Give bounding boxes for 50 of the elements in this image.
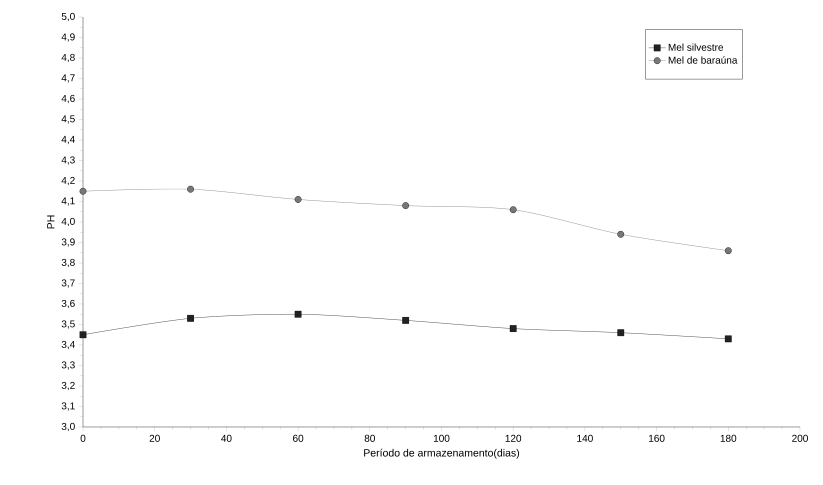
point <box>617 230 624 238</box>
y-tick-label: 4,7 <box>62 74 75 83</box>
y-tick-label: 4,8 <box>62 54 75 62</box>
x-tick-label: 20 <box>150 434 160 442</box>
y-tick-label: 5,0 <box>62 12 75 22</box>
y-tick-label: 4,9 <box>62 33 75 42</box>
point <box>80 331 86 338</box>
y-tick-label: 3,0 <box>62 422 75 432</box>
legend-label: Mel de baraúna <box>668 56 738 64</box>
y-tick-label: 4,3 <box>62 156 75 165</box>
y-tick-label: 4,5 <box>62 115 75 124</box>
y-tick-label: 4,4 <box>62 136 75 144</box>
point <box>294 310 302 318</box>
y-tick-label: 3,4 <box>62 340 75 350</box>
x-tick-label: 100 <box>434 434 450 442</box>
y-tick-label: 4,6 <box>62 94 75 104</box>
point <box>187 314 194 322</box>
y-tick-label: 3,8 <box>62 258 75 268</box>
y-tick-label: 4,2 <box>62 176 75 186</box>
legend-label: Mel silvestre <box>668 44 724 51</box>
x-tick-label: 0 <box>80 434 86 442</box>
y-tick-label: 3,1 <box>62 402 75 411</box>
x-tick-label: 60 <box>293 434 304 442</box>
x-tick-label: 200 <box>792 434 808 442</box>
x-tick-label: 80 <box>364 434 375 442</box>
y-tick-label: 3,2 <box>62 382 75 390</box>
point <box>294 196 302 203</box>
y-tick-label: 3,3 <box>62 361 75 370</box>
x-tick-label: 120 <box>506 434 522 442</box>
point <box>617 329 624 336</box>
point <box>187 186 194 193</box>
x-axis-title: Período de armazenamento(dias) <box>364 448 520 459</box>
x-tick-label: 180 <box>720 434 736 442</box>
x-tick-label: 40 <box>221 434 232 442</box>
point <box>80 188 86 195</box>
y-tick-label: 4,0 <box>62 218 75 226</box>
y-tick-label: 4,1 <box>62 197 75 206</box>
point <box>724 247 732 254</box>
x-tick-label: 160 <box>649 434 665 442</box>
y-tick-label: 3,7 <box>62 279 75 288</box>
point <box>510 206 517 214</box>
point <box>402 202 410 209</box>
point <box>510 325 517 332</box>
y-tick-label: 3,6 <box>62 300 75 308</box>
y-axis-title: PH <box>47 216 54 228</box>
x-tick-label: 140 <box>577 434 593 442</box>
y-tick-label: 3,5 <box>62 320 75 329</box>
point <box>724 335 732 342</box>
point <box>402 316 410 324</box>
y-tick-label: 3,9 <box>62 238 75 247</box>
